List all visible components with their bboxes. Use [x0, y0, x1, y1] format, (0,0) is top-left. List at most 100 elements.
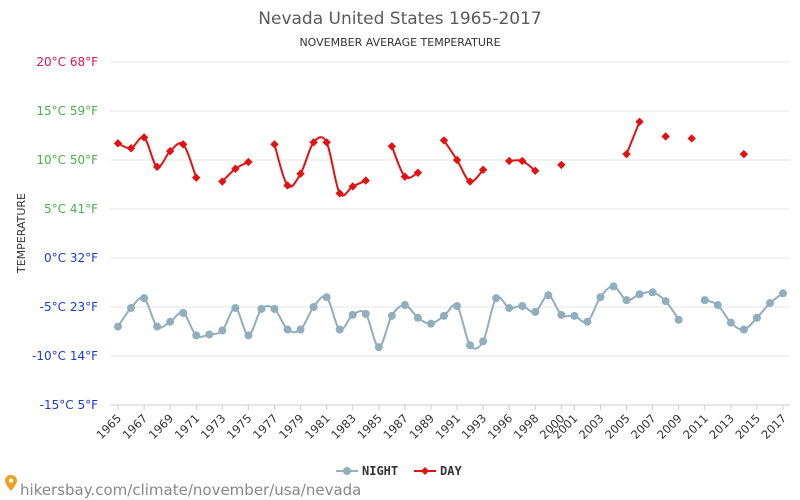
- location-pin-icon: [5, 475, 17, 491]
- x-tick-label: 1996: [485, 411, 516, 442]
- data-point-day: [348, 182, 357, 191]
- x-tick-label: 1998: [511, 411, 542, 442]
- series-day: [113, 117, 749, 198]
- data-point-night: [739, 325, 748, 334]
- series-line-night: [117, 285, 680, 350]
- data-point-day: [270, 140, 279, 149]
- x-tick-label: 1977: [250, 411, 281, 442]
- data-point-day: [335, 189, 344, 198]
- data-point-day: [165, 146, 175, 156]
- data-point-night: [453, 302, 462, 311]
- series-line-day: [443, 139, 484, 183]
- data-point-night: [713, 301, 722, 310]
- y-axis-label: TEMPERATURE: [15, 193, 28, 274]
- x-tick-label: 1969: [146, 411, 177, 442]
- data-point-night: [218, 326, 227, 335]
- x-tick-label: 1983: [328, 411, 359, 442]
- x-tick-label: 1989: [406, 411, 437, 442]
- legend[interactable]: NIGHT DAY: [336, 464, 462, 478]
- data-point-day: [296, 169, 305, 178]
- data-point-day: [478, 165, 488, 174]
- x-tick-label: 1987: [380, 411, 411, 442]
- y-tick-label: 5°C 41°F: [44, 202, 98, 216]
- x-tick-label: 1965: [94, 411, 125, 442]
- legend-day-label: DAY: [440, 464, 462, 478]
- data-point-night: [205, 330, 214, 339]
- data-point-night: [439, 311, 448, 320]
- data-point-day: [531, 166, 540, 175]
- data-point-day: [178, 140, 188, 149]
- data-point-night: [361, 309, 370, 318]
- data-point-day: [218, 177, 227, 186]
- data-point-night: [192, 331, 201, 340]
- data-point-day: [661, 132, 670, 141]
- data-point-day: [622, 149, 631, 159]
- data-point-night: [114, 322, 122, 331]
- data-point-night: [779, 289, 787, 298]
- data-point-night: [557, 310, 566, 319]
- data-point-night: [674, 315, 683, 324]
- y-tick-label: 0°C 32°F: [44, 251, 98, 265]
- legend-item-night[interactable]: NIGHT: [336, 464, 398, 478]
- legend-item-day[interactable]: DAY: [414, 464, 462, 478]
- x-tick-label: 2013: [706, 411, 737, 442]
- data-point-night: [765, 299, 774, 308]
- x-tick-label: 1971: [172, 411, 203, 442]
- data-point-night: [231, 303, 240, 312]
- legend-night-marker: [343, 467, 351, 475]
- data-point-night: [518, 302, 527, 311]
- data-point-day: [126, 144, 136, 153]
- x-tick-label: 2005: [602, 411, 633, 442]
- data-point-day: [231, 164, 240, 174]
- grid-lines: [110, 61, 790, 357]
- data-point-night: [309, 303, 318, 311]
- x-tick-label: 2007: [628, 411, 659, 442]
- y-tick-label: 15°C 59°F: [36, 104, 98, 118]
- x-tick-label: 1993: [459, 411, 490, 442]
- y-tick-label: 20°C 68°F: [36, 55, 98, 69]
- data-point-night: [322, 293, 331, 302]
- data-point-day: [309, 138, 318, 147]
- data-point-night: [153, 322, 162, 331]
- footer-url[interactable]: hikersbay.com/climate/november/usa/nevad…: [20, 481, 361, 499]
- series-line-day: [625, 121, 641, 155]
- x-tick-label: 1967: [120, 411, 151, 442]
- data-point-night: [492, 294, 501, 303]
- data-point-night: [505, 303, 514, 312]
- series-night: [114, 282, 787, 352]
- data-point-night: [166, 317, 175, 326]
- data-point-night: [661, 297, 670, 306]
- x-tick-label: 2015: [732, 411, 763, 442]
- data-point-night: [570, 311, 579, 320]
- x-tick-label: 1973: [198, 411, 229, 442]
- x-tick-label: 1985: [354, 411, 385, 442]
- data-point-night: [387, 311, 396, 320]
- y-tick-label: -10°C 14°F: [32, 349, 98, 363]
- data-point-night: [270, 304, 279, 313]
- data-point-night: [296, 325, 305, 334]
- data-point-night: [609, 282, 618, 291]
- chart-subtitle: NOVEMBER AVERAGE TEMPERATURE: [299, 36, 500, 49]
- x-tick-label: 1975: [224, 411, 255, 442]
- footer-link[interactable]: hikersbay.com/climate/november/usa/nevad…: [5, 475, 361, 499]
- data-point-night: [335, 325, 344, 334]
- data-point-night: [426, 319, 435, 328]
- data-point-night: [726, 318, 735, 327]
- data-point-day: [139, 133, 149, 142]
- data-point-day: [557, 160, 566, 170]
- data-point-night: [413, 313, 422, 322]
- x-axis-ticks: 1965196719691971197319751977197919811983…: [94, 405, 790, 442]
- data-point-day: [518, 156, 527, 166]
- x-tick-label: 2003: [576, 411, 607, 442]
- data-point-day: [452, 155, 462, 165]
- data-point-day: [322, 138, 331, 147]
- data-point-night: [648, 288, 657, 297]
- y-tick-label: -5°C 23°F: [40, 300, 98, 314]
- x-tick-label: 2017: [759, 411, 790, 442]
- y-axis-ticks: 20°C 68°F 15°C 59°F 10°C 50°F 5°C 41°F 0°C 3…: [32, 55, 98, 412]
- data-point-day: [635, 117, 644, 126]
- y-tick-label: 10°C 50°F: [36, 153, 98, 167]
- data-point-day: [244, 157, 253, 167]
- data-point-night: [752, 313, 761, 322]
